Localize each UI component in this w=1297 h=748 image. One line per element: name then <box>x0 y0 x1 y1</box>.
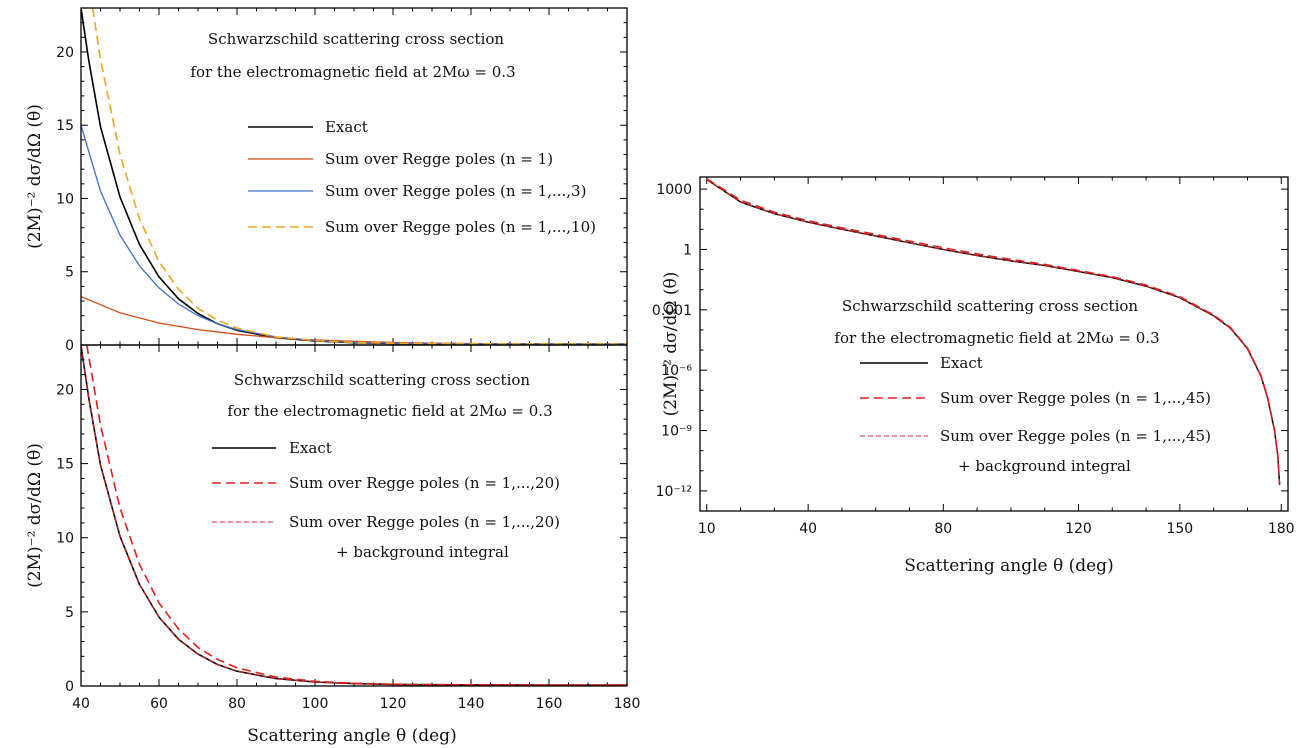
legend: Exact Sum over Regge poles (n = 1,...,45)… <box>860 354 1211 475</box>
y-tick-label: 5 <box>65 265 74 281</box>
legend-label: Sum over Regge poles (n = 1,...,20) <box>289 474 560 492</box>
plot-frame <box>699 176 1289 512</box>
series-line-2 <box>81 345 627 686</box>
panel-right: 1000 1 0.001 10⁻⁶ 10⁻⁹ 10⁻¹² 10 40 80 120 150 180 Sc… <box>652 176 1295 576</box>
x-tick-label: 150 <box>1166 521 1193 537</box>
chart-annotation-line1: Schwarzschild scattering cross section <box>234 371 530 389</box>
y-axis-title-text: (2M)⁻² dσ/dΩ (θ) <box>25 443 45 588</box>
legend-entry: Sum over Regge poles (n = 1,...,45) <box>860 389 1211 407</box>
y-tick-label: 10⁻⁹ <box>661 424 692 440</box>
x-tick-label: 120 <box>380 696 407 712</box>
x-tick-label: 40 <box>72 696 90 712</box>
y-tick-label: 5 <box>65 605 74 621</box>
y-axis-title-text: (2M)⁻² dσ/dΩ (θ) <box>25 104 45 249</box>
series-group <box>706 178 1281 485</box>
x-tick-label: 80 <box>228 696 246 712</box>
y-tick-label: 1000 <box>656 182 692 198</box>
y-tick-label: 10⁻¹² <box>656 484 692 500</box>
chart-annotation-line2: for the electromagnetic field at 2Mω = 0… <box>190 63 515 81</box>
y-tick-label: 20 <box>56 45 74 61</box>
x-tick-label: 160 <box>536 696 563 712</box>
series-line-3 <box>91 8 627 345</box>
plot-frame <box>80 7 628 346</box>
legend-label: Exact <box>940 354 983 372</box>
x-tick-label: 180 <box>1268 521 1295 537</box>
panel-top-left: 0 5 10 15 20 Schwarzschild scattering cross s… <box>25 7 628 354</box>
y-tick-label: 15 <box>56 457 74 473</box>
legend-label: Sum over Regge poles (n = 1,...,45) <box>940 389 1211 407</box>
x-tick-label: 180 <box>614 696 641 712</box>
x-tick-label: 60 <box>150 696 168 712</box>
y-axis-title: (2M)⁻² dσ/dΩ (θ) <box>25 443 45 588</box>
legend-entry: Sum over Regge poles (n = 1,...,20) <box>212 474 560 492</box>
y-axis-title-text: (2M)⁻² dσ/dΩ (θ) <box>661 272 681 417</box>
chart-annotation-line1: Schwarzschild scattering cross section <box>842 297 1138 315</box>
series-group <box>81 345 627 686</box>
legend-label: Sum over Regge poles (n = 1,...,10) <box>325 218 596 236</box>
legend-label: Sum over Regge poles (n = 1,...,3) <box>325 182 586 200</box>
legend: Exact Sum over Regge poles (n = 1) Sum ove… <box>248 118 596 236</box>
x-axis-title: Scattering angle θ (deg) <box>904 556 1113 576</box>
legend: Exact Sum over Regge poles (n = 1,...,20)… <box>212 439 560 561</box>
series-line-1 <box>81 295 627 345</box>
x-tick-label: 10 <box>698 521 716 537</box>
legend-entry: Sum over Regge poles (n = 1,...,20) <box>212 513 560 531</box>
y-tick-label: 10 <box>56 191 74 207</box>
plot-frame <box>80 344 628 687</box>
ticks <box>80 7 628 346</box>
series-line-0 <box>81 8 627 345</box>
series-group <box>81 8 627 345</box>
x-tick-label: 120 <box>1065 521 1092 537</box>
x-tick-label: 80 <box>934 521 952 537</box>
legend-entry: Sum over Regge poles (n = 1,...,45) <box>860 427 1211 445</box>
y-tick-label: 10⁻⁶ <box>661 363 692 379</box>
chart-annotation-line2: for the electromagnetic field at 2Mω = 0… <box>834 329 1159 347</box>
legend-extra-label: + background integral <box>958 457 1131 475</box>
y-axis-title: (2M)⁻² dσ/dΩ (θ) <box>661 272 681 417</box>
legend-label: Exact <box>325 118 368 136</box>
series-line-1 <box>706 178 1281 485</box>
legend-entry: Sum over Regge poles (n = 1) <box>248 150 553 168</box>
legend-label: Exact <box>289 439 332 457</box>
y-tick-label: 20 <box>56 382 74 398</box>
panel-bottom-left: 0 5 10 15 20 40 60 80 100 120 140 160 180 Schwarzschi… <box>25 344 641 746</box>
legend-entry: Exact <box>860 354 983 372</box>
x-axis-title: Scattering angle θ (deg) <box>247 726 456 746</box>
legend-label: Sum over Regge poles (n = 1,...,20) <box>289 513 560 531</box>
y-tick-label: 0.001 <box>652 303 692 319</box>
legend-entry: Exact <box>212 439 332 457</box>
chart-annotation-line1: Schwarzschild scattering cross section <box>208 30 504 48</box>
legend-extra-label: + background integral <box>336 543 509 561</box>
legend-entry: Sum over Regge poles (n = 1,...,10) <box>248 218 596 236</box>
chart-annotation-line2: for the electromagnetic field at 2Mω = 0… <box>227 402 552 420</box>
x-tick-label: 100 <box>302 696 329 712</box>
legend-label: Sum over Regge poles (n = 1) <box>325 150 553 168</box>
y-tick-label: 15 <box>56 118 74 134</box>
y-tick-label: 0 <box>65 679 74 695</box>
legend-entry: Exact <box>248 118 368 136</box>
y-tick-label: 10 <box>56 531 74 547</box>
legend-label: Sum over Regge poles (n = 1,...,45) <box>940 427 1211 445</box>
x-tick-label: 40 <box>799 521 817 537</box>
y-tick-label: 1 <box>683 242 692 258</box>
y-axis-title: (2M)⁻² dσ/dΩ (θ) <box>25 104 45 249</box>
series-line-2 <box>706 179 1281 485</box>
x-tick-label: 140 <box>458 696 485 712</box>
y-tick-label: 0 <box>65 338 74 354</box>
legend-entry: Sum over Regge poles (n = 1,...,3) <box>248 182 586 200</box>
